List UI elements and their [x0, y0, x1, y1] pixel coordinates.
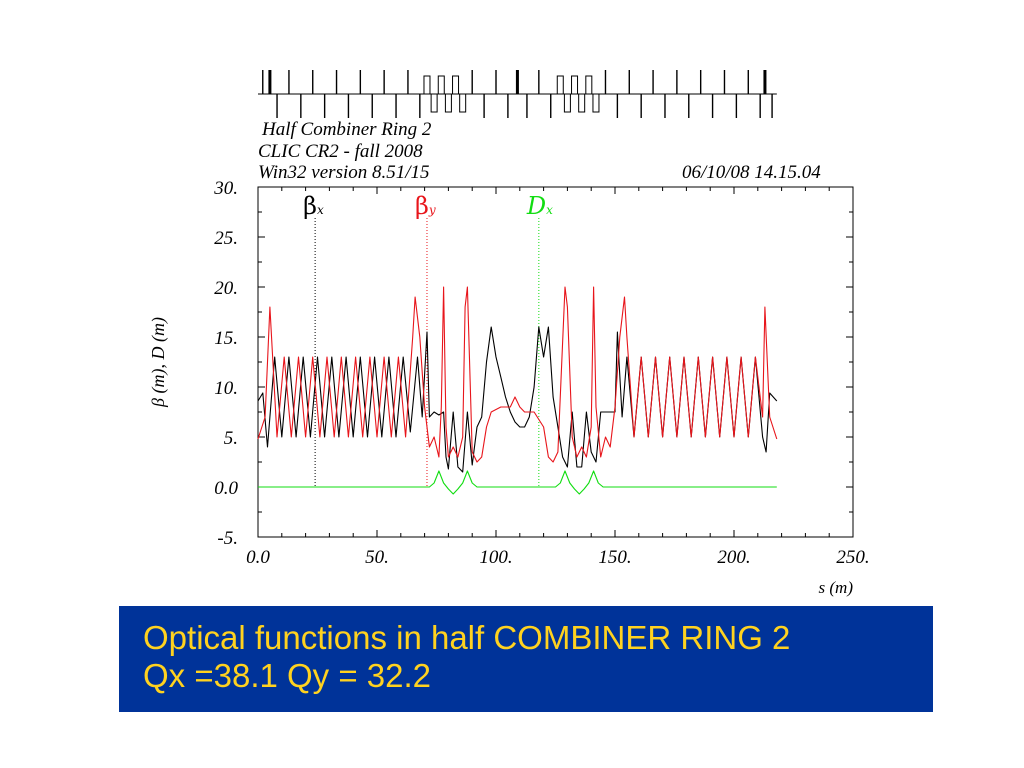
y-tick-label: 20.: [214, 278, 238, 299]
plot-datetime: 06/10/08 14.15.04: [682, 162, 821, 183]
x-tick-label: 100.: [479, 547, 512, 568]
legend-label: Dx: [526, 192, 553, 220]
lattice-element-box: [556, 75, 564, 95]
lattice-element-box: [437, 75, 445, 95]
x-tick-label: 50.: [365, 547, 389, 568]
lattice-element-box: [563, 93, 571, 113]
optics-chart: -5. 0.0 5. 10. 15. 20. 25. 30. 0.0 50. 100. 150. 200…: [148, 70, 870, 597]
x-axis-label: s (m): [819, 578, 854, 597]
y-tick-label: 10.: [214, 378, 238, 399]
plot-title: Half Combiner Ring 2: [262, 119, 432, 140]
y-axis-label: β (m), D (m): [148, 317, 169, 408]
series-line-beta-y: [257, 286, 778, 463]
y-tick-label: 0.0: [214, 478, 238, 499]
caption-line-1: Optical functions in half COMBINER RING …: [143, 619, 791, 656]
x-tick-label: 0.0: [246, 547, 270, 568]
x-tick-label: 150.: [598, 547, 631, 568]
y-tick-label: 30.: [213, 178, 238, 199]
lattice-element-box: [571, 75, 579, 95]
plot-subtitle: CLIC CR2 - fall 2008: [258, 141, 423, 162]
series-line-beta-x: [257, 326, 778, 473]
x-tick-label: 250.: [836, 547, 869, 568]
lattice-element-box: [444, 93, 452, 113]
caption-box: Optical functions in half COMBINER RING …: [119, 606, 933, 712]
lattice-element-box: [578, 93, 586, 113]
lattice-element-box: [592, 93, 600, 113]
lattice-dipole: [515, 70, 519, 94]
x-tick-label: 200.: [717, 547, 750, 568]
lattice-element-box: [430, 93, 438, 113]
legend-label: βx: [303, 192, 324, 220]
caption-line-2: Qx =38.1 Qy = 32.2: [143, 657, 432, 694]
lattice-dipole: [763, 70, 767, 94]
y-tick-label: 15.: [214, 328, 238, 349]
plot-version: Win32 version 8.51/15: [258, 162, 430, 183]
y-tick-label: -5.: [217, 528, 238, 549]
legend-label: βy: [415, 192, 436, 220]
series-line-d-x: [258, 470, 777, 495]
y-tick-label: 5.: [224, 428, 238, 449]
lattice-dipole: [268, 70, 272, 94]
lattice-element-box: [423, 75, 431, 95]
lattice-element-box: [459, 93, 467, 113]
lattice-element-box: [585, 75, 593, 95]
lattice-element-box: [452, 75, 460, 95]
y-tick-label: 25.: [214, 228, 238, 249]
